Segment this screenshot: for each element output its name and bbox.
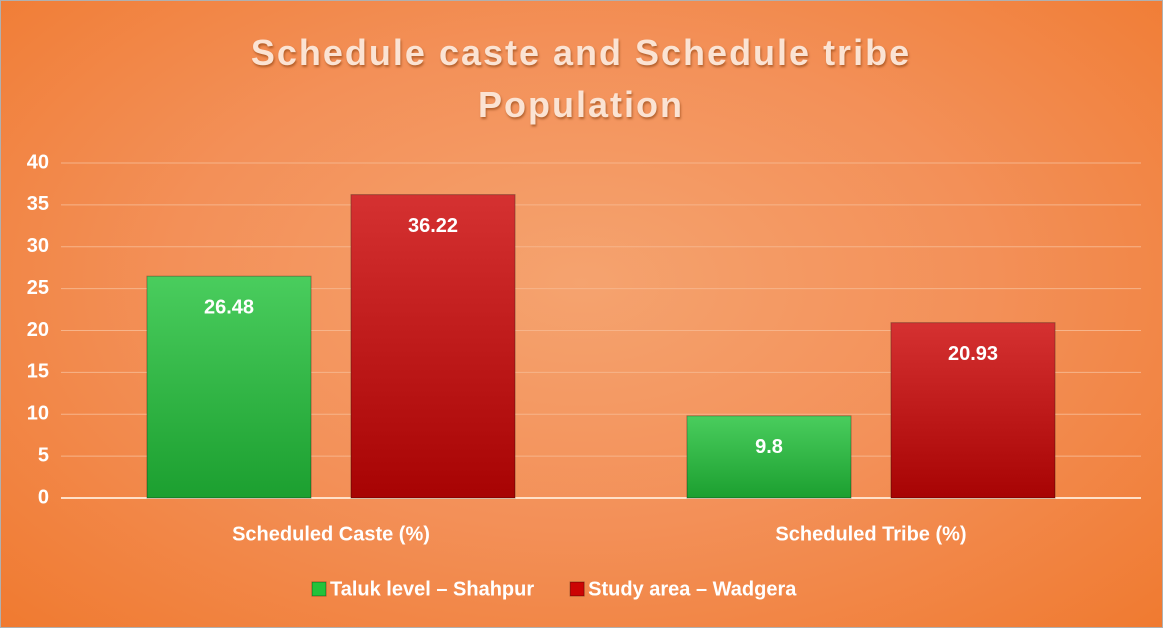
value-label: 20.93 bbox=[948, 343, 998, 365]
y-tick-label: 0 bbox=[38, 486, 49, 508]
chart-title: Schedule caste and Schedule tribe Popula… bbox=[250, 32, 912, 125]
bar-shade bbox=[351, 194, 515, 498]
y-tick-label: 30 bbox=[27, 235, 49, 257]
y-tick-label: 5 bbox=[38, 444, 49, 466]
y-tick-label: 40 bbox=[27, 151, 49, 173]
y-tick-label: 15 bbox=[27, 361, 49, 383]
legend-swatch bbox=[569, 581, 585, 597]
legend-label: Taluk level – Shahpur bbox=[330, 578, 534, 600]
legend-swatch bbox=[311, 581, 327, 597]
value-label: 9.8 bbox=[755, 436, 783, 458]
bar-shade bbox=[147, 276, 311, 498]
y-tick-label: 25 bbox=[27, 277, 49, 299]
y-tick-label: 10 bbox=[27, 403, 49, 425]
bar-shade bbox=[891, 322, 1055, 498]
x-tick-label: Scheduled Caste (%) bbox=[232, 523, 430, 545]
y-tick-label: 35 bbox=[27, 193, 49, 215]
bar-shade bbox=[687, 415, 851, 498]
x-tick-label: Scheduled Tribe (%) bbox=[775, 523, 966, 545]
y-tick-label: 20 bbox=[27, 319, 49, 341]
legend-label: Study area – Wadgera bbox=[588, 578, 797, 600]
value-label: 26.48 bbox=[204, 297, 254, 319]
value-label: 36.22 bbox=[408, 215, 458, 237]
